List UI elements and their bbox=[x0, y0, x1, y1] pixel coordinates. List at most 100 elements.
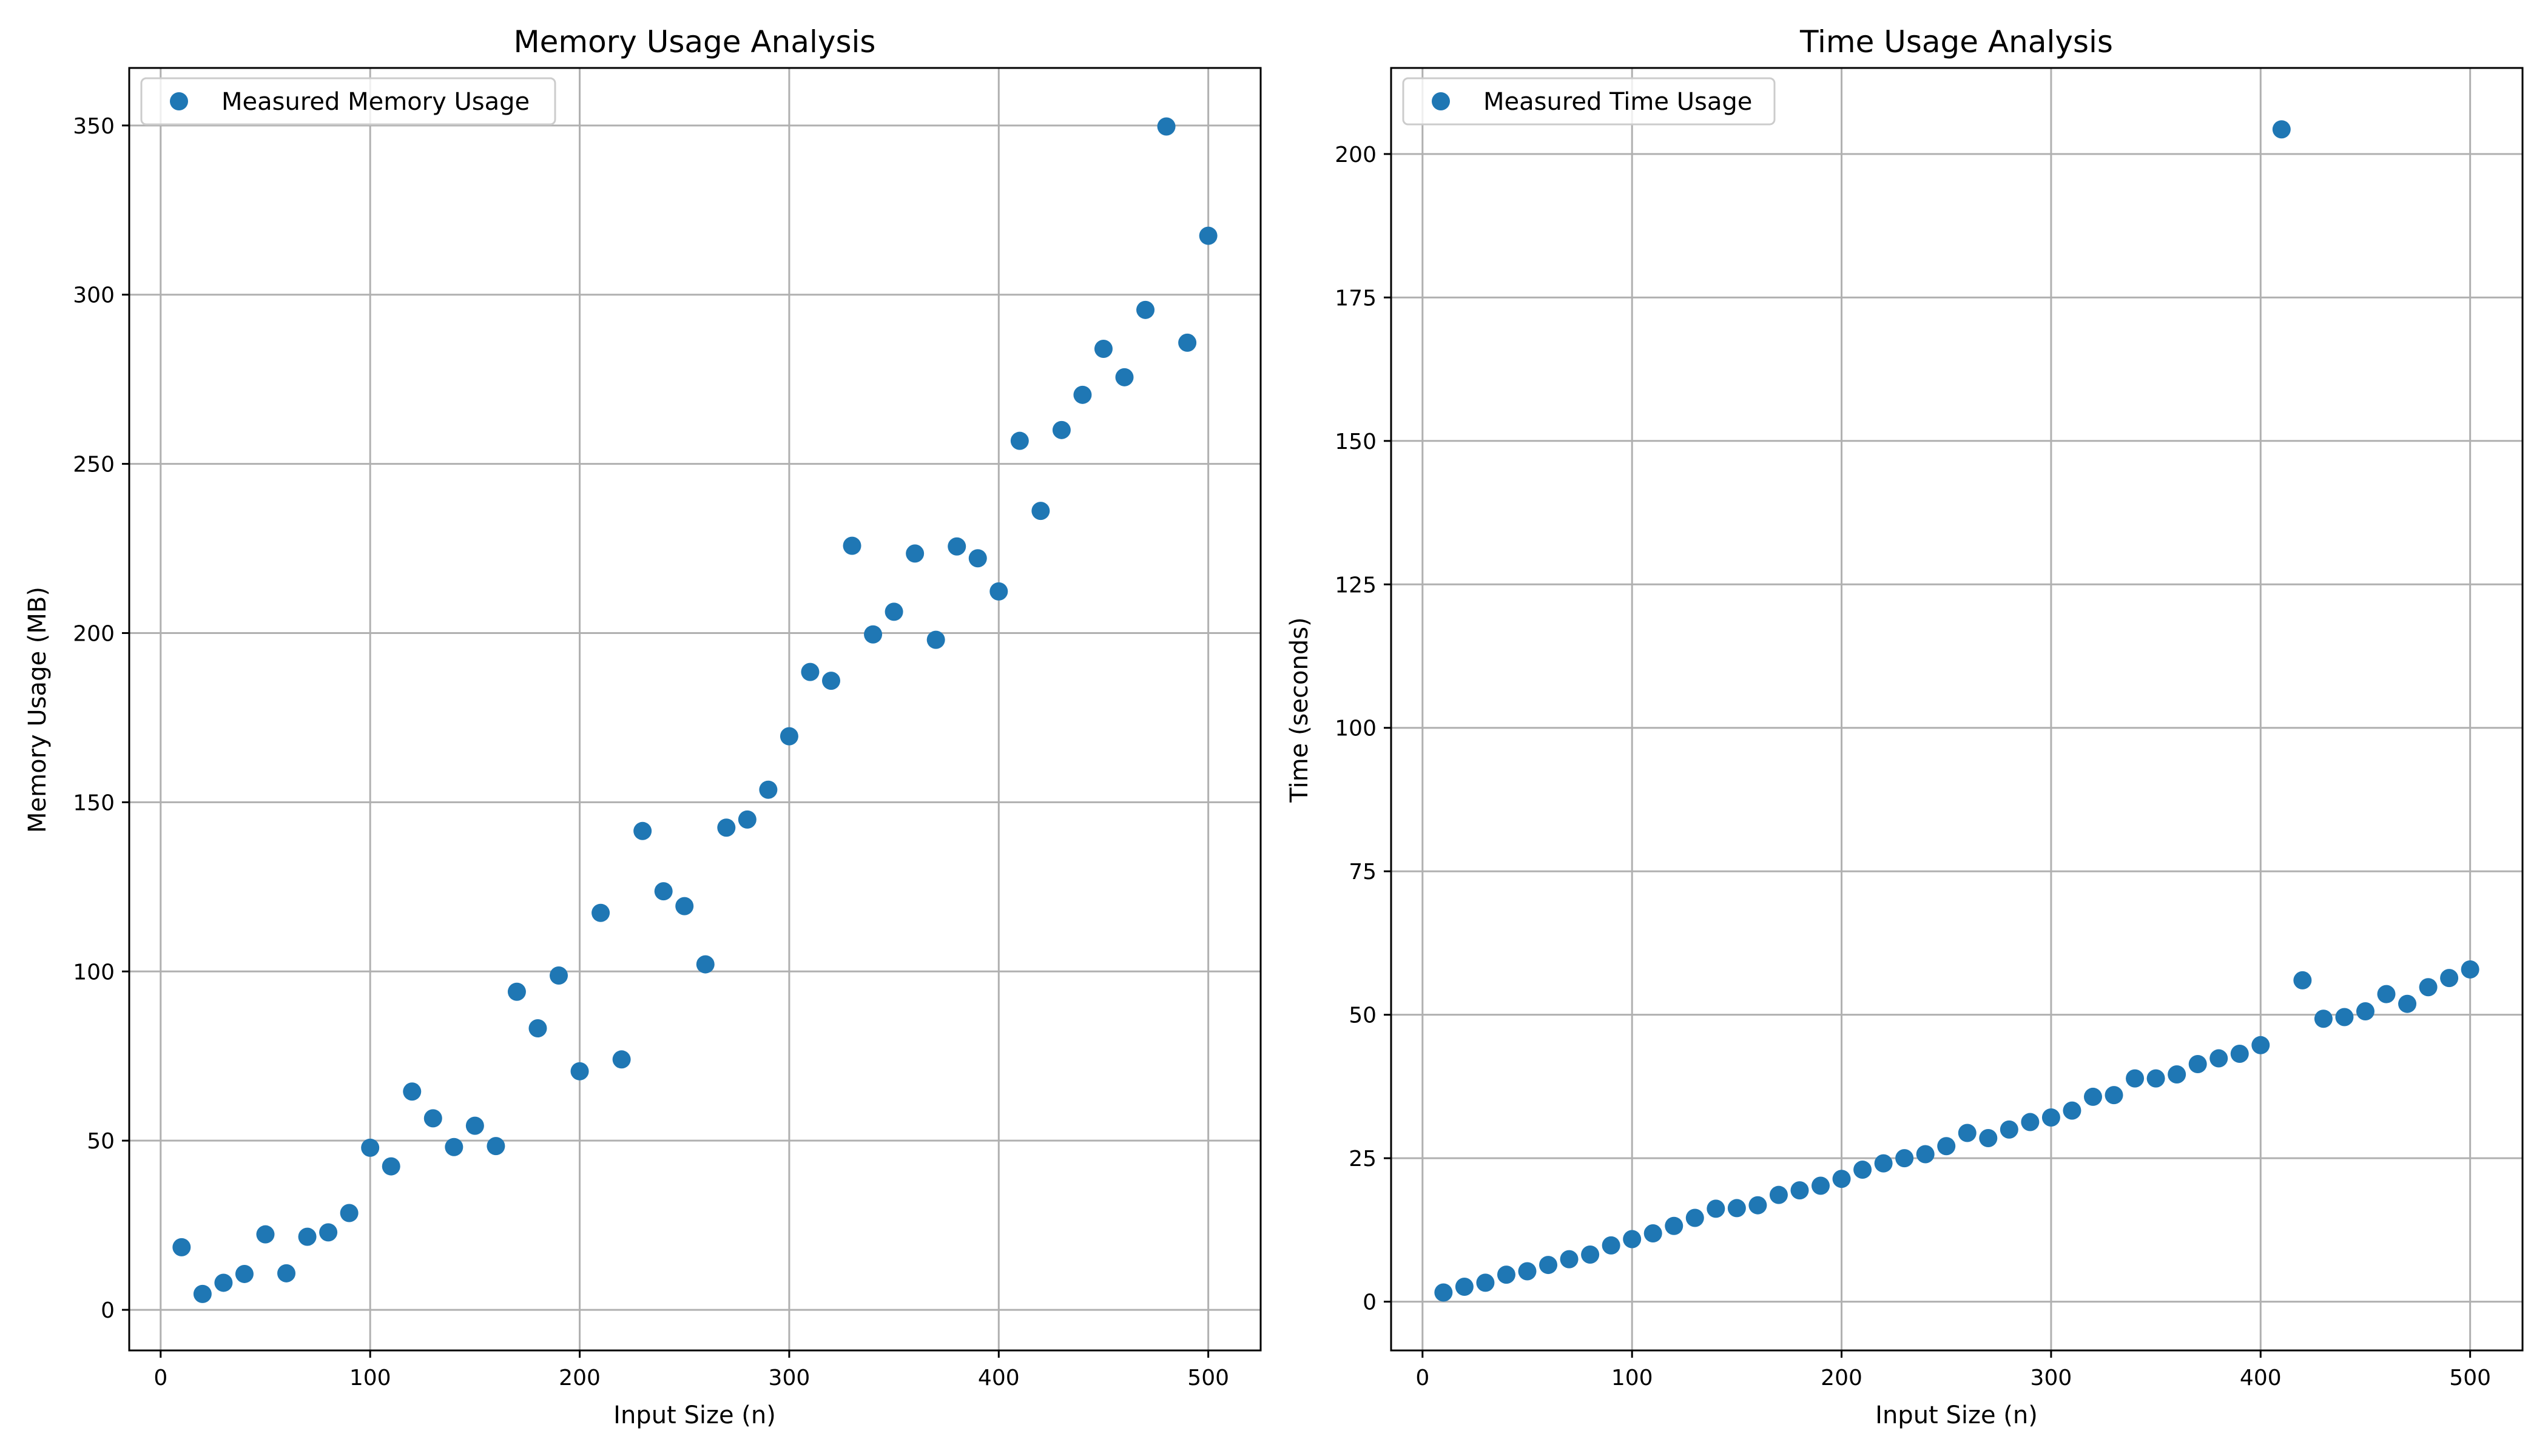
data-point bbox=[906, 544, 925, 563]
data-point bbox=[612, 1050, 631, 1069]
data-point bbox=[2105, 1086, 2123, 1105]
data-point bbox=[2188, 1055, 2207, 1074]
data-point bbox=[256, 1225, 275, 1244]
data-point bbox=[1560, 1250, 1579, 1269]
data-point bbox=[1539, 1256, 1558, 1275]
data-point bbox=[528, 1019, 547, 1037]
data-point bbox=[1958, 1124, 1977, 1142]
data-point bbox=[172, 1238, 191, 1256]
data-point bbox=[235, 1264, 254, 1283]
data-point bbox=[1937, 1137, 1956, 1156]
y-tick-label: 175 bbox=[1335, 286, 1377, 311]
data-point bbox=[1476, 1273, 1495, 1292]
data-point bbox=[2461, 960, 2479, 979]
data-point bbox=[277, 1264, 296, 1282]
x-tick-label: 200 bbox=[1821, 1366, 1862, 1390]
data-point bbox=[423, 1109, 442, 1128]
data-point bbox=[2083, 1087, 2102, 1106]
data-point bbox=[1707, 1199, 1725, 1218]
plot-frame bbox=[128, 67, 1262, 1352]
data-point bbox=[654, 882, 673, 901]
x-tick-label: 0 bbox=[1415, 1366, 1429, 1390]
legend: Measured Memory Usage bbox=[140, 77, 556, 126]
data-point bbox=[2377, 985, 2396, 1003]
data-point bbox=[2440, 969, 2459, 988]
data-point bbox=[2419, 978, 2438, 997]
x-tick-label: 0 bbox=[153, 1366, 167, 1390]
memory-usage-panel: Memory Usage Analysis Input Size (n) Mem… bbox=[24, 24, 1262, 1429]
y-tick-label: 150 bbox=[73, 790, 115, 815]
chart-title: Time Usage Analysis bbox=[1799, 24, 2113, 59]
data-point bbox=[2272, 120, 2291, 139]
data-point bbox=[633, 821, 652, 840]
plot-frame bbox=[1390, 67, 2524, 1352]
x-tick-label: 400 bbox=[2240, 1366, 2282, 1390]
data-point bbox=[885, 602, 903, 621]
data-point bbox=[1094, 339, 1113, 358]
data-point bbox=[989, 582, 1008, 601]
y-tick-label: 75 bbox=[1349, 860, 1377, 885]
data-point bbox=[2251, 1036, 2270, 1054]
tick-labels: 0 100 200 300 400 500 0 50 100 150 200 250 300 350 bbox=[73, 114, 1229, 1390]
x-tick-label: 100 bbox=[349, 1366, 391, 1390]
data-point bbox=[2000, 1120, 2018, 1139]
y-tick-label: 0 bbox=[1363, 1290, 1377, 1315]
data-point bbox=[465, 1116, 484, 1135]
data-point bbox=[1665, 1216, 1684, 1235]
data-point bbox=[193, 1284, 212, 1303]
data-point bbox=[948, 537, 966, 556]
y-tick-label: 25 bbox=[1349, 1147, 1377, 1171]
data-point bbox=[1157, 117, 1176, 136]
data-point bbox=[1497, 1266, 1515, 1284]
data-point bbox=[1199, 226, 1218, 245]
y-tick-label: 200 bbox=[73, 621, 115, 646]
data-point bbox=[1581, 1245, 1600, 1264]
data-point bbox=[1434, 1283, 1453, 1302]
data-point bbox=[1748, 1196, 1767, 1215]
legend-marker bbox=[170, 92, 188, 110]
data-point bbox=[1178, 333, 1197, 352]
tick-marks bbox=[1384, 153, 2472, 1358]
x-tick-label: 100 bbox=[1611, 1366, 1653, 1390]
data-point bbox=[319, 1223, 338, 1242]
y-tick-label: 125 bbox=[1335, 573, 1377, 598]
data-point bbox=[1052, 420, 1071, 439]
x-tick-label: 300 bbox=[2031, 1366, 2072, 1390]
data-point bbox=[298, 1227, 317, 1246]
data-point bbox=[2314, 1009, 2333, 1028]
data-point bbox=[382, 1157, 400, 1176]
data-point bbox=[1136, 300, 1155, 319]
data-point bbox=[696, 955, 715, 974]
data-point bbox=[361, 1138, 380, 1157]
data-point bbox=[1769, 1185, 1788, 1204]
time-usage-panel: Time Usage Analysis Input Size (n) Time … bbox=[1286, 24, 2524, 1429]
y-tick-label: 300 bbox=[73, 283, 115, 308]
legend: Measured Time Usage bbox=[1402, 77, 1776, 126]
data-point bbox=[340, 1204, 359, 1222]
y-tick-label: 50 bbox=[1349, 1003, 1377, 1028]
data-point bbox=[2021, 1113, 2040, 1131]
legend-label: Measured Time Usage bbox=[1483, 88, 1752, 116]
y-tick-label: 100 bbox=[1335, 716, 1377, 741]
legend-box bbox=[1402, 77, 1776, 126]
data-point bbox=[801, 662, 820, 681]
x-tick-label: 300 bbox=[769, 1366, 811, 1390]
data-point bbox=[968, 549, 987, 568]
data-points bbox=[172, 117, 1218, 1303]
grid-lines bbox=[1391, 68, 2523, 1350]
x-tick-label: 200 bbox=[559, 1366, 601, 1390]
data-point bbox=[2168, 1065, 2186, 1084]
data-point bbox=[570, 1062, 589, 1080]
data-point bbox=[1895, 1149, 1914, 1168]
data-point bbox=[1853, 1161, 1872, 1179]
data-point bbox=[780, 727, 798, 746]
data-point bbox=[926, 630, 945, 649]
data-point bbox=[403, 1082, 422, 1101]
data-point bbox=[1685, 1208, 1704, 1227]
data-point bbox=[717, 818, 736, 837]
y-tick-label: 50 bbox=[87, 1129, 115, 1154]
data-point bbox=[507, 982, 526, 1001]
y-axis-label: Time (seconds) bbox=[1286, 617, 1313, 803]
grid-lines bbox=[129, 68, 1261, 1350]
data-point bbox=[1916, 1145, 1935, 1164]
